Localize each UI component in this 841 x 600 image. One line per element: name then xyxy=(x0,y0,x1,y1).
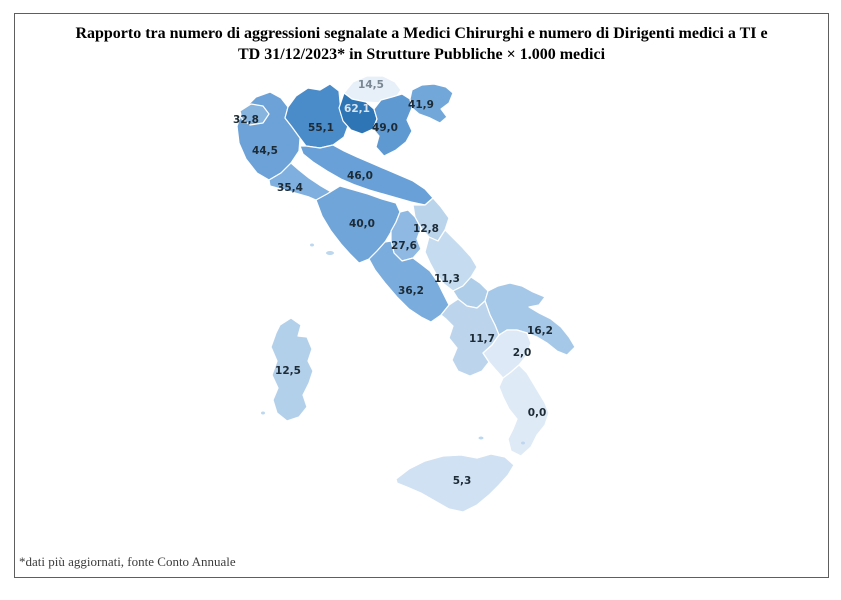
region-value-label-toscana: 40,0 xyxy=(349,218,375,230)
region-value-label-campania: 11,7 xyxy=(469,333,495,345)
footnote: *dati più aggiornati, fonte Conto Annual… xyxy=(19,554,236,569)
islet-0 xyxy=(326,251,334,255)
region-value-label-trento: 62,1 xyxy=(344,103,370,115)
region-value-label-sicilia: 5,3 xyxy=(453,475,472,487)
region-value-label-marche: 12,8 xyxy=(413,223,439,235)
region-value-label-liguria: 35,4 xyxy=(277,182,303,194)
figure-title-line-1: Rapporto tra numero di aggressioni segna… xyxy=(75,25,768,42)
region-sicilia xyxy=(395,453,515,513)
region-value-label-emilia-romagna: 46,0 xyxy=(347,170,373,182)
region-value-label-puglia: 16,2 xyxy=(527,325,553,337)
region-valle-daosta xyxy=(239,103,270,126)
region-value-label-valle-daosta: 32,8 xyxy=(233,114,259,126)
figure-title: Rapporto tra numero di aggressioni segna… xyxy=(15,14,828,65)
region-value-label-calabria: 0,0 xyxy=(528,407,547,419)
islet-2 xyxy=(478,436,484,440)
region-value-label-lombardia: 55,1 xyxy=(308,122,334,134)
region-value-label-abruzzo: 11,3 xyxy=(434,273,460,285)
islet-1 xyxy=(310,243,314,247)
region-value-label-friuli-venezia-giulia: 41,9 xyxy=(408,99,434,111)
region-value-label-piemonte: 44,5 xyxy=(252,145,278,157)
region-value-label-umbria: 27,6 xyxy=(391,240,417,252)
region-value-label-lazio: 36,2 xyxy=(398,285,424,297)
region-value-label-veneto: 49,0 xyxy=(372,122,398,134)
region-value-label-basilicata: 2,0 xyxy=(513,347,532,359)
region-veneto xyxy=(372,93,413,157)
islet-4 xyxy=(261,411,265,415)
region-value-label-sardegna: 12,5 xyxy=(275,365,301,377)
region-sardegna xyxy=(270,317,314,422)
region-friuli-venezia-giulia xyxy=(409,83,454,124)
islet-3 xyxy=(521,441,525,445)
region-lazio xyxy=(368,240,450,323)
region-value-label-bolzano: 14,5 xyxy=(358,79,384,91)
figure-title-line-2: TD 31/12/2023* in Strutture Pubbliche × … xyxy=(237,46,606,63)
region-calabria xyxy=(498,364,550,457)
